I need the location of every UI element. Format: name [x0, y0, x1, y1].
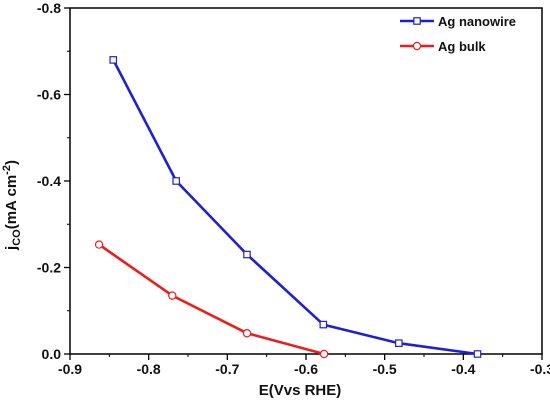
data-point	[94, 240, 104, 249]
y-tick-label: -0.8	[37, 0, 61, 16]
x-tick-label: -0.5	[373, 361, 397, 377]
y-axis: 0.0 -0.2 -0.4 -0.6 -0.8	[37, 0, 70, 362]
y-axis-title: jCO(mA cm-2)	[1, 160, 23, 251]
series-line-ag-bulk	[98, 243, 325, 356]
data-point	[473, 350, 482, 358]
y-tick-label: -0.6	[37, 87, 61, 103]
data-point	[319, 349, 329, 359]
data-point	[242, 329, 252, 338]
x-tick-label: -0.8	[137, 361, 161, 377]
y-axis-title-close: )	[3, 160, 20, 165]
y-axis-title-base: j	[3, 246, 20, 251]
data-point	[168, 291, 177, 300]
x-tick-label: -0.9	[58, 361, 82, 377]
legend-marker	[413, 17, 421, 25]
series-layer	[94, 56, 482, 359]
plot-frame	[69, 7, 543, 355]
y-tick-label: -0.4	[37, 173, 61, 189]
legend: Ag nanowire Ag bulk	[400, 14, 516, 54]
y-axis-title-sub: CO	[11, 229, 23, 246]
legend-item-ag-nanowire: Ag nanowire	[400, 14, 516, 29]
y-tick-label: -0.2	[37, 260, 61, 276]
series-ag-nanowire	[109, 56, 482, 358]
data-point	[243, 250, 251, 259]
y-tick-label: 0.0	[42, 346, 62, 362]
y-axis-title-unit: (mA cm	[3, 175, 20, 229]
data-point	[395, 339, 403, 347]
data-point	[319, 320, 328, 329]
y-axis-title-sup: -2	[1, 165, 13, 175]
legend-marker	[412, 41, 422, 51]
x-tick-label: -0.7	[215, 361, 239, 377]
x-tick-label: -0.3	[530, 361, 550, 377]
x-tick-label: -0.6	[294, 361, 318, 377]
legend-label: Ag bulk	[438, 39, 486, 54]
plot-border	[69, 7, 543, 355]
series-ag-bulk	[94, 240, 329, 359]
x-axis: -0.9 -0.8 -0.7 -0.6 -0.5 -0.4 -0.3	[58, 354, 550, 377]
legend-label: Ag nanowire	[438, 14, 516, 29]
legend-item-ag-bulk: Ag bulk	[400, 39, 486, 54]
series-line-ag-nanowire	[112, 59, 478, 356]
x-tick-label: -0.4	[451, 361, 475, 377]
x-axis-title: E(Vvs RHE)	[259, 382, 342, 399]
data-point	[172, 177, 181, 185]
data-point	[109, 56, 118, 64]
